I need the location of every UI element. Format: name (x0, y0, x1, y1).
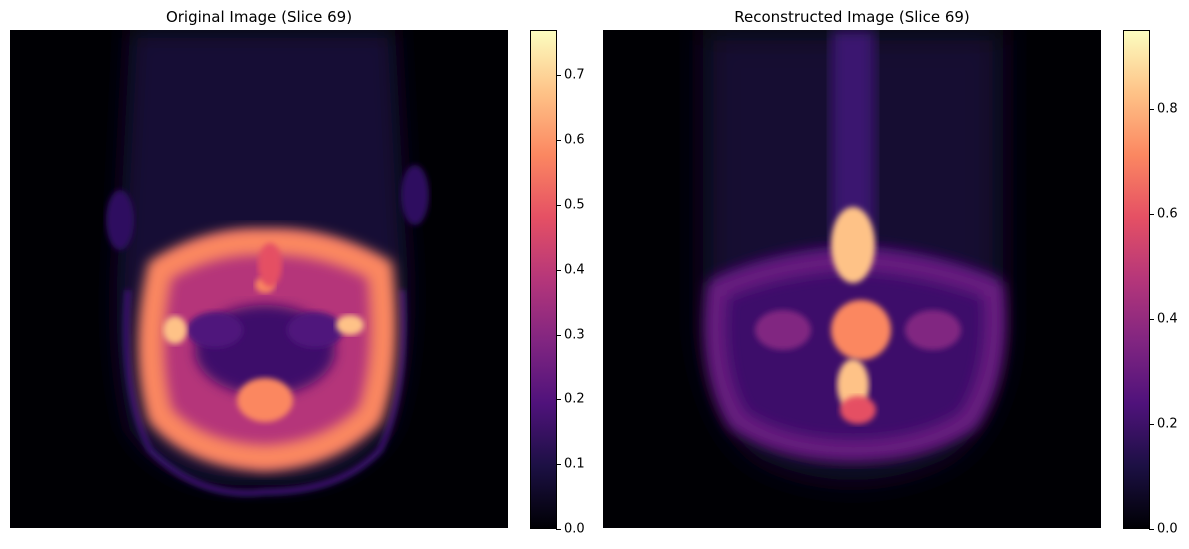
right-colorbar-tick (1149, 214, 1154, 215)
right-colorbar-tick-label: 0.8 (1157, 101, 1178, 117)
reconstructed-brain-scan-image (603, 30, 1101, 528)
left-colorbar-tick-label: 0.7 (564, 67, 585, 83)
left-panel-title: Original Image (Slice 69) (165, 8, 353, 26)
left-colorbar-tick-label: 0.2 (564, 391, 585, 407)
left-colorbar-tick-label: 0.1 (564, 456, 585, 472)
left-colorbar-tick (556, 270, 561, 271)
left-colorbar-tick (556, 335, 561, 336)
left-colorbar-tick (556, 140, 561, 141)
right-colorbar-tick (1149, 319, 1154, 320)
left-colorbar-tick (556, 529, 561, 530)
left-colorbar-tick-label: 0.5 (564, 197, 585, 213)
original-brain-scan-image (10, 30, 508, 528)
left-colorbar-tick (556, 75, 561, 76)
left-colorbar-tick-label: 0.6 (564, 132, 585, 148)
right-colorbar (1123, 30, 1150, 529)
left-colorbar-tick-label: 0.4 (564, 262, 585, 278)
right-colorbar-tick-label: 0.4 (1157, 311, 1178, 327)
right-colorbar-tick-label: 0.6 (1157, 206, 1178, 222)
left-colorbar-tick-label: 0.3 (564, 327, 585, 343)
left-colorbar-tick (556, 464, 561, 465)
left-colorbar-tick (556, 205, 561, 206)
right-colorbar-tick (1149, 109, 1154, 110)
right-colorbar-tick (1149, 424, 1154, 425)
left-colorbar (530, 30, 557, 529)
left-colorbar-tick-label: 0.0 (564, 521, 585, 537)
right-colorbar-tick (1149, 529, 1154, 530)
right-colorbar-tick-label: 0.2 (1157, 416, 1178, 432)
right-colorbar-tick-label: 0.0 (1157, 521, 1178, 537)
right-panel-title: Reconstructed Image (Slice 69) (734, 8, 970, 26)
left-colorbar-tick (556, 399, 561, 400)
